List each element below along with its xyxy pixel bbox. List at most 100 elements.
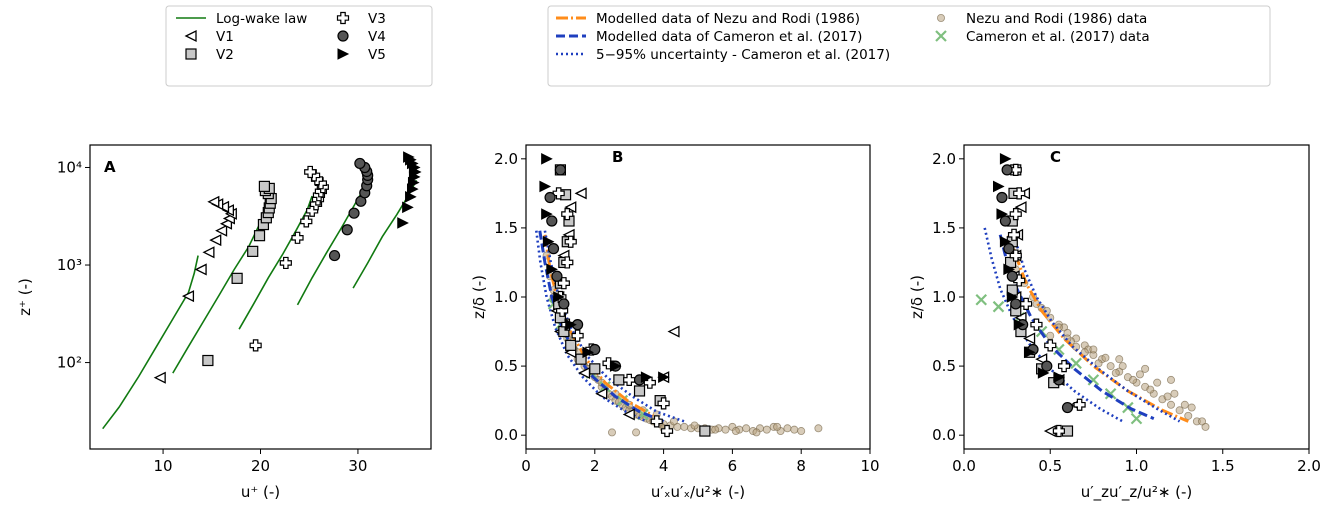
panel-b: B 0 2 4 6 8 10 0.0 0.5 1.0 1.5 2.0 u′ₓu′ₓ/u²∗ (-) z/… (470, 144, 880, 501)
legend-right-label-modelled-data-of-nezu-and-rodi-1986: Modelled data of Nezu and Rodi (1986) (596, 11, 860, 27)
panel-c-point-nezu-and-rodi-1986-data (1141, 364, 1150, 373)
panel-c-ytick-label: 0.0 (932, 426, 956, 444)
panel-c-point-cameron-et-al-2017-data-stroke-b (1130, 412, 1143, 425)
panel-c-point-v1 (1023, 332, 1036, 345)
panel-c-point-v5 (1024, 346, 1036, 359)
panel-c-point-v5 (1003, 263, 1015, 276)
panel-c-point-v3 (1052, 424, 1065, 438)
panel-b-point-v3 (623, 373, 636, 387)
panel-a-point-v2 (258, 180, 270, 192)
panel-c-point-v4 (1041, 360, 1053, 372)
panel-c-ytick-label: 2.0 (932, 150, 956, 168)
panel-c-point-v3 (1007, 228, 1021, 241)
panel-c-point-nezu-and-rodi-1986-data (1101, 353, 1110, 362)
panel-c-point-cameron-et-al-2017-data-stroke-b (1104, 387, 1117, 400)
panel-c-point-cameron-et-al-2017-data (975, 293, 988, 306)
panel-a-ylabel: z⁺ (-) (16, 278, 34, 316)
panel-c-point-v5 (999, 153, 1012, 165)
panel-a-xlabel: u⁺ (-) (241, 483, 280, 501)
panel-a-point-v1 (207, 195, 220, 208)
panel-a-point-v2 (231, 272, 243, 284)
panel-c-line-5-95-uncertainty-cameron-et-al-2017-2 (983, 227, 1124, 423)
panel-c-point-v3 (1030, 318, 1043, 331)
panel-a-point-v2 (202, 354, 214, 367)
panel-b-ytick-label: 0.5 (494, 357, 518, 375)
panel-c-xtick-label: 1.5 (1211, 457, 1235, 475)
panel-c-line-modelled-data-of-nezu-and-rodi-1986-0 (1007, 234, 1189, 423)
panel-b-xtick-label: 6 (728, 457, 738, 475)
panel-b-point-v4 (558, 298, 570, 310)
panel-c-point-v3 (1057, 359, 1071, 373)
panel-a-xtick-label: 10 (154, 457, 173, 475)
legend-right-key-nezu-and-rodi-1986-data (937, 13, 946, 22)
panel-a-ytick-label: 10³ (57, 256, 82, 274)
legend-left-label-log-wake-law: Log-wake law (216, 11, 307, 27)
panel-a-line-log-wake-law-0 (102, 255, 199, 430)
panel-c-point-nezu-and-rodi-1986-data (1153, 378, 1162, 387)
panel-c-point-nezu-and-rodi-1986-data (1046, 331, 1055, 340)
panel-c-point-v5 (1053, 371, 1065, 383)
panel-b-point-v1 (574, 187, 587, 200)
panel-b-xtick-label: 0 (521, 457, 531, 475)
legend-left-key-v1 (184, 29, 197, 43)
panel-b-ytick-label: 1.0 (494, 288, 518, 306)
panel-c-xtick-label: 1.0 (1125, 457, 1149, 475)
panel-c-point-v3 (1013, 187, 1026, 200)
panel-c-xtick-label: 0.5 (1038, 457, 1062, 475)
panel-b-point-nezu-and-rodi-1986-data (790, 425, 799, 434)
panel-a-point-v2 (247, 245, 259, 257)
panel-c-point-nezu-and-rodi-1986-data (1146, 385, 1155, 394)
panel-b-point-v5 (609, 360, 622, 372)
panel-a-letter: A (104, 158, 116, 176)
panel-b-point-v5 (658, 371, 670, 383)
panel-c-point-cameron-et-al-2017-data (1104, 387, 1117, 400)
panel-c-point-v5 (1013, 318, 1026, 331)
panel-b-point-nezu-and-rodi-1986-data (711, 425, 720, 434)
panel-c-point-nezu-and-rodi-1986-data (1118, 362, 1127, 371)
panel-a-point-v3 (304, 165, 317, 179)
panel-b-point-v3 (552, 187, 565, 200)
panel-b-point-v4 (551, 270, 563, 282)
legend-left-label-v1: V1 (216, 29, 234, 45)
panel-c-point-nezu-and-rodi-1986-data (1129, 375, 1138, 384)
panel-a-point-v4 (341, 224, 353, 236)
panel-c-point-nezu-and-rodi-1986-data (1167, 375, 1176, 384)
panel-b-point-nezu-and-rodi-1986-data (721, 425, 730, 434)
panel-c-point-cameron-et-al-2017-data (992, 300, 1005, 313)
panel-c-point-v5 (993, 180, 1005, 193)
legend-right-label-5-95-uncertainty-cameron-et-al-2017: 5−95% uncertainty - Cameron et al. (2017… (596, 47, 890, 63)
panel-c-point-v4 (1003, 243, 1015, 255)
panel-c-point-nezu-and-rodi-1986-data (1163, 392, 1172, 401)
panel-c-line-5-95-uncertainty-cameron-et-al-2017-3 (1014, 241, 1181, 423)
panel-a-point-v5 (402, 201, 414, 214)
panel-b-point-nezu-and-rodi-1986-data (731, 427, 740, 436)
legend-left-label-v2: V2 (216, 47, 234, 63)
panel-b-point-v2 (613, 374, 625, 386)
panel-c-point-cameron-et-al-2017-data (1130, 412, 1143, 425)
panel-c-point-cameron-et-al-2017-data-stroke-b (1053, 343, 1065, 356)
panel-b-point-v4 (544, 191, 556, 204)
panel-b-xtick-label: 2 (590, 457, 600, 475)
panel-c-ytick-label: 0.5 (932, 357, 956, 375)
panel-a-line-log-wake-law-3 (296, 191, 363, 306)
panel-b-ytick-label: 0.0 (494, 426, 518, 444)
panel-c-point-nezu-and-rodi-1986-data (1187, 403, 1196, 412)
panel-b-point-v5 (542, 235, 555, 248)
legend-left-key-v3 (336, 11, 350, 25)
panel-b-line-5-95-uncertainty-cameron-et-al-2017-2 (535, 230, 647, 423)
panel-a-point-v1 (194, 263, 207, 276)
panel-a-xtick-label: 20 (251, 457, 270, 475)
legend-left-label-v5: V5 (368, 47, 386, 63)
legend-right-key-cameron-et-al-2017-data-stroke-b (935, 30, 947, 42)
panel-b-point-nezu-and-rodi-1986-data (608, 428, 617, 437)
panel-b-point-v1 (564, 201, 577, 214)
panel-b-xlabel: u′ₓu′ₓ/u²∗ (-) (651, 483, 745, 501)
panel-c-point-nezu-and-rodi-1986-data (1170, 389, 1179, 398)
panel-b-point-v1 (667, 325, 680, 338)
legend-left: Log-wake law V1 V2 V3 V4 V5 (165, 5, 433, 87)
panel-c-point-nezu-and-rodi-1986-data (1167, 400, 1176, 409)
panel-b-point-nezu-and-rodi-1986-data (752, 428, 761, 437)
panel-a-line-log-wake-law-2 (238, 195, 313, 330)
panel-b-point-nezu-and-rodi-1986-data (783, 424, 792, 433)
